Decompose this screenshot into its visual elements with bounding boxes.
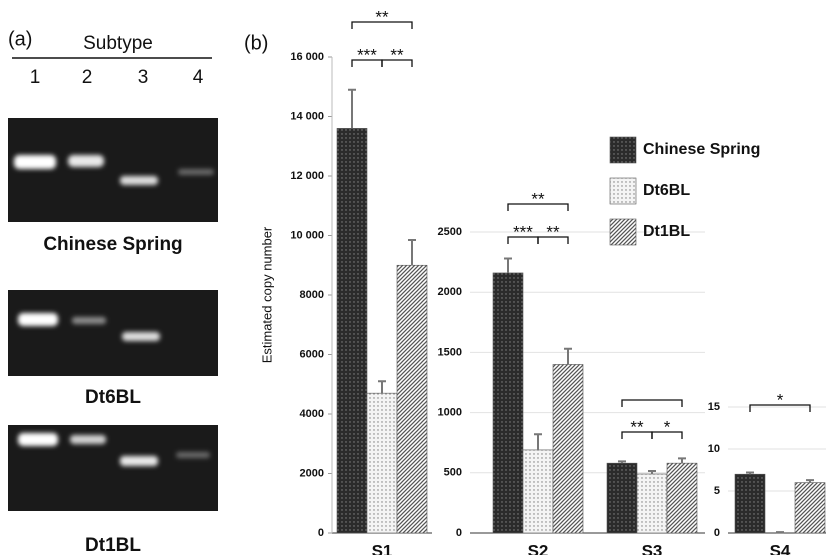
gel-caption: Dt1BL — [85, 535, 141, 555]
lane: 1 — [30, 67, 41, 88]
y-tick-label: 6000 — [300, 348, 324, 360]
error-bar — [648, 469, 656, 475]
significance-label: ** — [375, 7, 389, 26]
bar — [552, 364, 584, 534]
x-tick-label: S4 — [770, 541, 791, 555]
y-tick-label: 0 — [714, 527, 720, 539]
significance-bracket — [537, 236, 569, 244]
bar — [366, 392, 398, 534]
significance-label: *** — [357, 45, 377, 64]
y-tick-label: 4000 — [300, 408, 324, 420]
bar — [794, 482, 826, 534]
legend-label: Dt1BL — [643, 223, 690, 240]
bar — [636, 473, 668, 534]
x-tick-label: S1 — [372, 541, 393, 555]
gel — [8, 425, 218, 511]
y-axis-label: Estimated copy number — [259, 226, 274, 363]
lane: 4 — [193, 67, 204, 88]
significance-bracket — [621, 399, 683, 407]
significance-label: * — [777, 390, 784, 409]
panel-label: (a) — [8, 28, 32, 50]
legend-label: Dt6BL — [643, 182, 690, 199]
x-tick-label: S2 — [528, 541, 549, 555]
bar — [336, 128, 368, 534]
legend-swatch — [609, 218, 637, 246]
gel-caption: Dt6BL — [85, 387, 141, 408]
y-tick-label: 10 000 — [290, 229, 324, 241]
error-bar — [408, 238, 416, 266]
bar — [734, 473, 766, 534]
significance-label: *** — [513, 222, 533, 241]
y-tick-label: 500 — [444, 467, 462, 479]
legend-swatch — [609, 136, 637, 164]
error-bar — [378, 380, 386, 394]
y-tick-label: 14 000 — [290, 110, 324, 122]
gel — [8, 118, 218, 222]
significance-label: ** — [630, 417, 644, 436]
bar — [606, 462, 638, 534]
y-tick-label: 1000 — [438, 407, 462, 419]
y-tick-label: 1500 — [438, 346, 462, 358]
y-tick-label: 15 — [708, 401, 720, 413]
significance-bracket — [651, 431, 683, 439]
y-tick-label: 12 000 — [290, 170, 324, 182]
error-bar — [534, 433, 542, 450]
error-bar — [504, 257, 512, 273]
significance-bracket — [381, 59, 413, 67]
significance-label: ** — [546, 222, 560, 241]
significance-bracket — [507, 203, 569, 211]
gel-caption: Chinese Spring — [43, 234, 182, 255]
error-bar — [678, 457, 686, 464]
bar — [396, 264, 428, 534]
lane: 3 — [138, 67, 149, 88]
error-bar — [746, 471, 754, 475]
y-tick-label: 2000 — [300, 467, 324, 479]
legend-swatch — [609, 177, 637, 205]
y-tick-label: 0 — [318, 527, 324, 539]
significance-bracket — [351, 21, 413, 29]
panel-label: (b) — [244, 32, 268, 54]
significance-label: ** — [390, 45, 404, 64]
y-tick-label: 8000 — [300, 289, 324, 301]
y-tick-label: 10 — [708, 443, 720, 455]
bar — [522, 449, 554, 534]
bar — [666, 462, 698, 534]
legend-label: Chinese Spring — [643, 141, 760, 158]
y-tick-label: 0 — [456, 527, 462, 539]
significance-label: * — [664, 417, 671, 436]
error-bar — [776, 531, 784, 534]
error-bar — [348, 88, 356, 129]
error-bar — [618, 460, 626, 464]
y-tick-label: 5 — [714, 485, 720, 497]
header: Subtype — [83, 33, 153, 54]
x-tick-label: S3 — [642, 541, 663, 555]
y-tick-label: 16 000 — [290, 51, 324, 63]
lane: 2 — [82, 67, 93, 88]
error-bar — [806, 479, 814, 483]
error-bar — [564, 347, 572, 365]
y-tick-label: 2000 — [438, 286, 462, 298]
y-tick-label: 2500 — [438, 226, 462, 238]
bar — [492, 272, 524, 534]
significance-bracket — [749, 404, 811, 412]
significance-label: ** — [531, 189, 545, 208]
gel — [8, 290, 218, 376]
